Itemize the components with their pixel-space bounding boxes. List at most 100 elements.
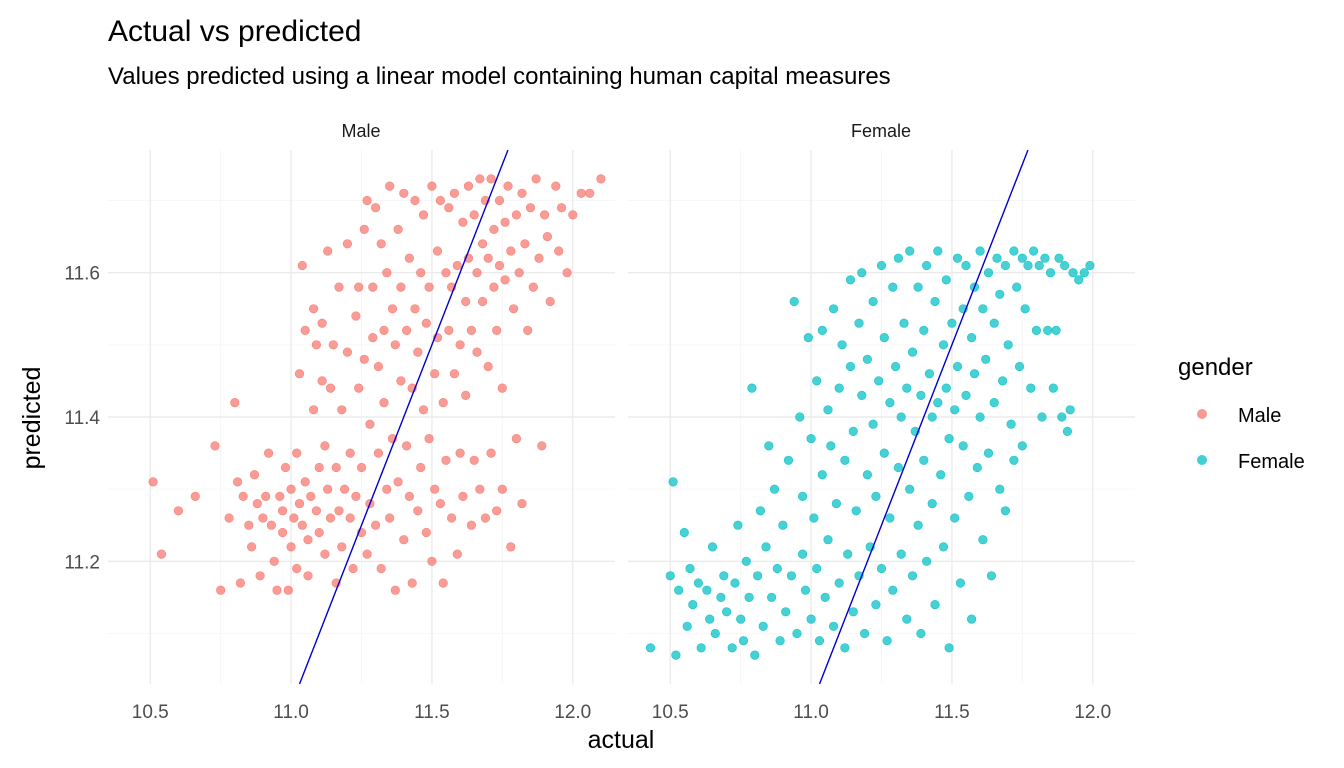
data-point [539,210,550,220]
data-point [224,513,234,523]
data-point [823,405,833,415]
data-point [427,181,437,191]
data-point [286,484,296,494]
reference-line [818,149,1029,685]
legend-label-female: Female [1238,451,1305,473]
data-point [885,398,895,408]
data-point [893,253,904,263]
data-point [497,484,507,494]
data-point [936,470,946,480]
data-point [882,636,892,646]
data-point [1017,253,1027,263]
data-point [500,275,510,285]
data-point [478,239,488,249]
data-point [156,549,167,559]
data-point [845,275,856,285]
data-point [317,376,327,386]
data-point [837,340,847,350]
data-point [775,636,785,646]
y-axis-ticks: 11.2 11.4 11.6 [64,264,100,574]
data-point [1043,325,1053,336]
data-point [823,535,833,545]
data-point [418,405,429,415]
data-point [916,628,926,639]
data-point [354,383,364,393]
data-point [469,455,479,465]
data-point [517,499,527,509]
data-point [359,224,369,234]
data-point [523,325,533,336]
x-tick-label: 11.5 [414,702,450,723]
data-point [797,549,808,559]
x-tick-label: 11.0 [793,702,829,723]
data-point [930,296,940,307]
data-point [1057,412,1067,422]
data-point [314,462,324,473]
data-point [463,181,474,191]
data-point [1009,246,1019,256]
data-point [848,607,858,617]
data-point [249,470,260,480]
data-point [834,383,844,393]
data-point [941,383,951,393]
data-point [438,398,448,408]
data-point [997,376,1008,386]
data-point [1048,383,1058,393]
data-point [952,361,963,372]
points-layer [645,246,1095,660]
data-point [235,578,245,588]
data-point [430,484,440,494]
data-point [919,325,929,336]
data-point [933,398,943,408]
data-point [989,398,999,408]
data-point [348,563,358,574]
data-point [278,506,288,516]
data-point [278,527,288,538]
data-point [362,195,372,206]
data-point [424,282,434,292]
data-point [961,260,971,271]
data-point [736,614,746,624]
data-point [803,333,813,343]
data-point [831,499,842,509]
data-point [500,217,510,227]
data-point [921,556,932,566]
data-point [1003,340,1013,350]
data-point [444,325,454,336]
data-point [393,224,403,234]
data-point [682,621,692,631]
data-point [933,246,943,256]
data-point [674,585,684,595]
data-point [342,347,353,357]
data-point [809,513,819,523]
data-point [311,506,322,516]
data-point [452,549,462,559]
y-tick-label: 11.2 [64,552,100,573]
data-point [843,549,853,559]
data-point [472,268,482,278]
data-point [789,296,799,307]
data-point [404,491,415,502]
data-point [292,448,302,458]
data-point [416,268,426,278]
data-point [961,390,971,401]
data-point [879,333,889,343]
data-point [871,599,881,610]
data-point [730,578,740,588]
data-point [407,578,417,588]
data-point [727,643,737,653]
data-point [511,210,522,220]
data-point [376,563,386,574]
data-point [393,477,403,487]
data-point [525,203,536,213]
data-point [486,448,496,458]
data-point [888,282,898,292]
x-axis-ticks: 10.5 11.0 11.5 12.0 [652,702,1111,723]
data-point [368,333,378,343]
data-point [1068,268,1078,278]
data-point [449,369,460,379]
data-point [325,513,336,523]
data-point [503,181,513,191]
data-point [585,188,595,198]
